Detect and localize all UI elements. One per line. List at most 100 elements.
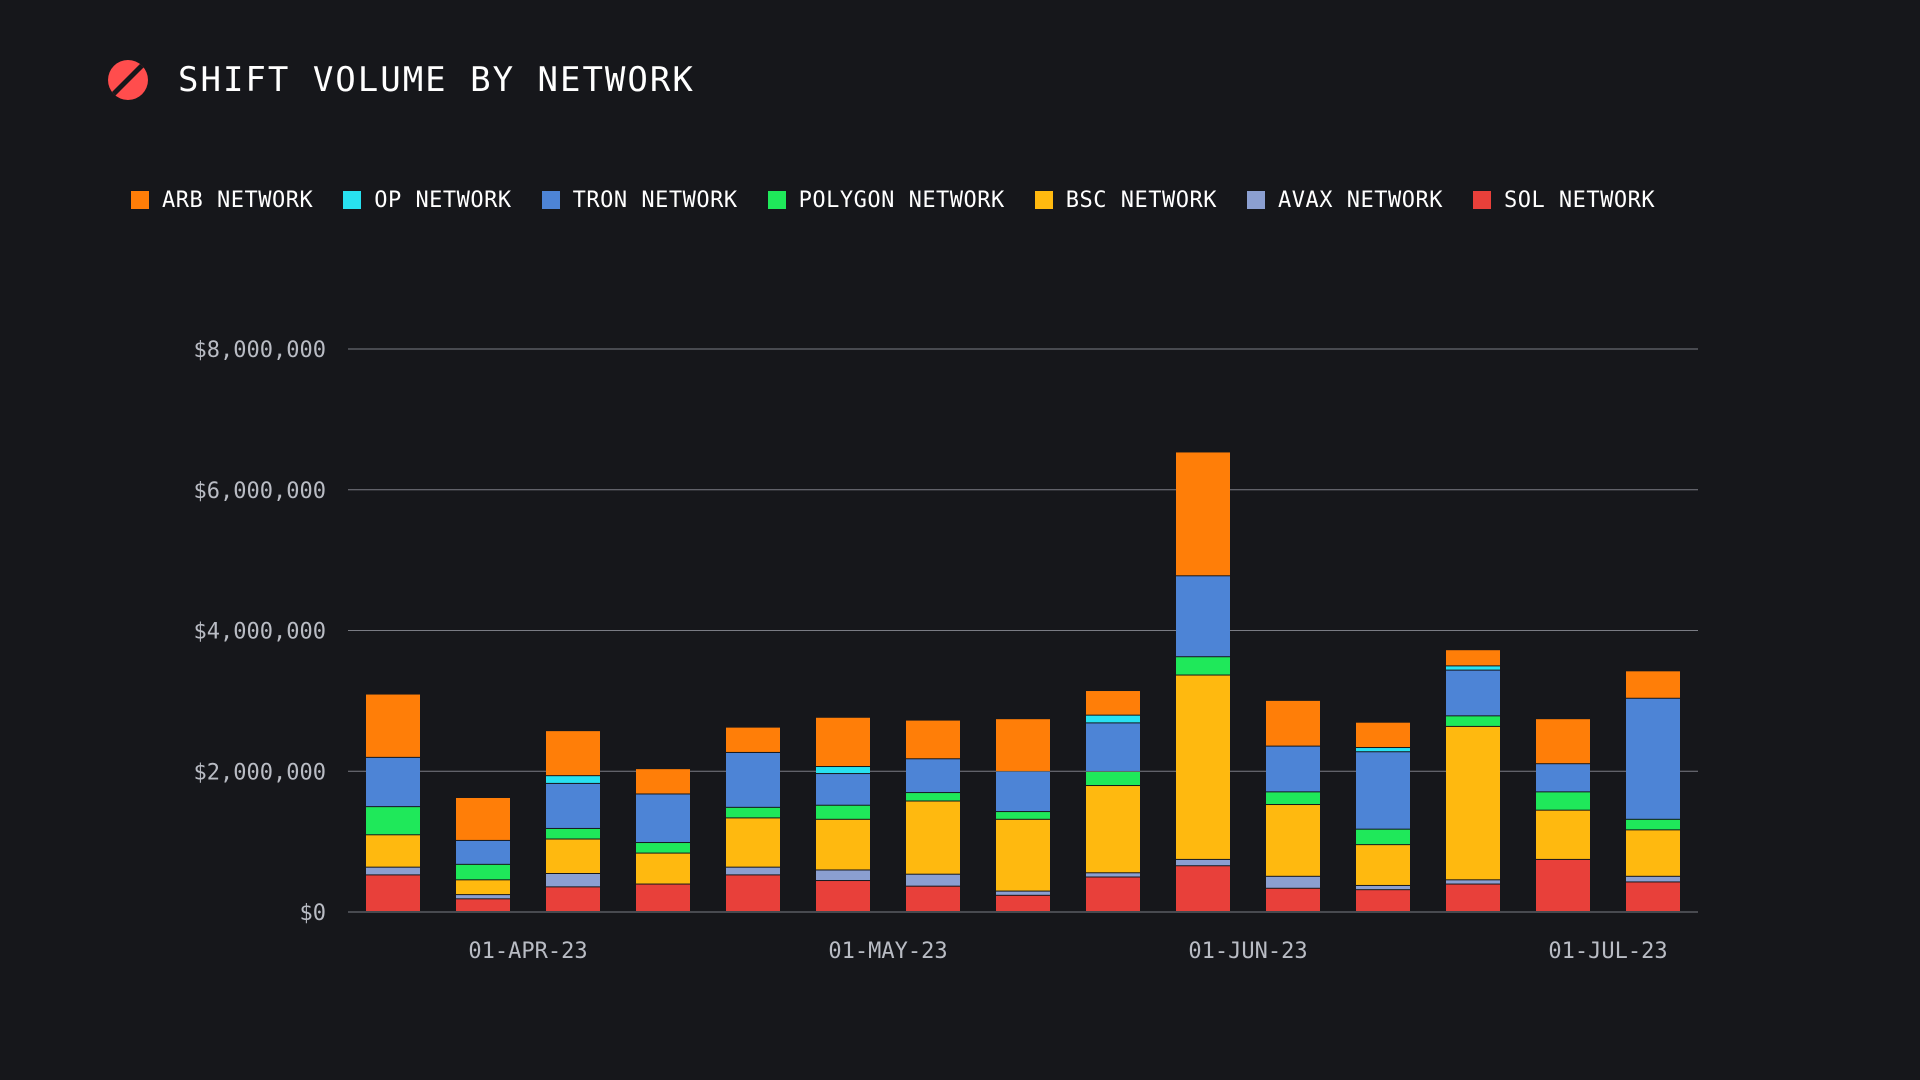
bar-segment[interactable] [726, 807, 780, 818]
bar-segment[interactable] [726, 867, 780, 875]
bar-segment[interactable] [1356, 829, 1410, 845]
bar-segment[interactable] [1536, 719, 1590, 764]
bar-segment[interactable] [456, 864, 510, 880]
bar-segment[interactable] [1086, 723, 1140, 771]
bar-segment[interactable] [1356, 890, 1410, 911]
bar-stack[interactable] [456, 797, 510, 911]
legend-item-sol[interactable]: SOL NETWORK [1472, 188, 1655, 213]
bar-segment[interactable] [366, 835, 420, 867]
bar-segment[interactable] [1086, 715, 1140, 723]
bar-stack[interactable] [906, 720, 960, 911]
bar-segment[interactable] [1266, 888, 1320, 911]
bar-stack[interactable] [546, 731, 600, 911]
bar-segment[interactable] [366, 875, 420, 911]
bar-segment[interactable] [1266, 700, 1320, 746]
bar-segment[interactable] [1626, 671, 1680, 698]
bar-segment[interactable] [996, 812, 1050, 819]
legend-item-polygon[interactable]: POLYGON NETWORK [767, 188, 1005, 213]
bar-segment[interactable] [456, 840, 510, 864]
bar-segment[interactable] [1626, 830, 1680, 876]
bar-segment[interactable] [996, 891, 1050, 895]
bar-stack[interactable] [1176, 452, 1230, 911]
bar-segment[interactable] [1446, 650, 1500, 666]
legend-item-tron[interactable]: TRON NETWORK [541, 188, 738, 213]
bar-segment[interactable] [816, 774, 870, 805]
bar-segment[interactable] [636, 769, 690, 794]
bar-stack[interactable] [1266, 700, 1320, 911]
bar-segment[interactable] [726, 727, 780, 752]
bar-segment[interactable] [1446, 670, 1500, 716]
bar-stack[interactable] [1446, 650, 1500, 911]
legend-item-avax[interactable]: AVAX NETWORK [1247, 188, 1443, 213]
bar-segment[interactable] [726, 875, 780, 911]
bar-segment[interactable] [906, 801, 960, 874]
bar-segment[interactable] [726, 752, 780, 807]
legend-item-bsc[interactable]: BSC NETWORK [1034, 188, 1217, 213]
bar-segment[interactable] [1176, 859, 1230, 866]
bar-segment[interactable] [366, 807, 420, 835]
bar-segment[interactable] [636, 884, 690, 911]
legend-item-op[interactable]: OP NETWORK [343, 188, 511, 213]
bar-segment[interactable] [1086, 877, 1140, 911]
bar-segment[interactable] [1356, 752, 1410, 829]
bar-segment[interactable] [366, 867, 420, 875]
bar-segment[interactable] [816, 805, 870, 819]
bar-segment[interactable] [366, 694, 420, 757]
bar-segment[interactable] [996, 819, 1050, 891]
bar-segment[interactable] [816, 870, 870, 881]
bar-segment[interactable] [456, 797, 510, 840]
bar-segment[interactable] [1266, 805, 1320, 876]
bar-segment[interactable] [1356, 748, 1410, 752]
bar-segment[interactable] [1446, 716, 1500, 726]
bar-segment[interactable] [1266, 876, 1320, 888]
bar-segment[interactable] [996, 719, 1050, 771]
bar-segment[interactable] [636, 843, 690, 853]
bar-segment[interactable] [816, 881, 870, 911]
bar-segment[interactable] [366, 757, 420, 807]
bar-segment[interactable] [1176, 452, 1230, 576]
bar-segment[interactable] [1176, 576, 1230, 657]
bar-segment[interactable] [1266, 746, 1320, 792]
bar-segment[interactable] [1536, 792, 1590, 810]
bar-segment[interactable] [816, 717, 870, 767]
bar-segment[interactable] [1086, 771, 1140, 786]
bar-segment[interactable] [1536, 764, 1590, 792]
bar-segment[interactable] [546, 839, 600, 873]
bar-segment[interactable] [546, 887, 600, 911]
bar-segment[interactable] [546, 873, 600, 887]
bar-segment[interactable] [546, 783, 600, 828]
bar-stack[interactable] [1356, 722, 1410, 911]
bar-segment[interactable] [1266, 792, 1320, 805]
bar-segment[interactable] [1086, 873, 1140, 877]
bar-segment[interactable] [1536, 859, 1590, 911]
bar-segment[interactable] [636, 794, 690, 843]
bar-segment[interactable] [906, 886, 960, 911]
bar-stack[interactable] [1086, 691, 1140, 911]
bar-segment[interactable] [1356, 885, 1410, 890]
bar-segment[interactable] [906, 720, 960, 759]
bar-segment[interactable] [546, 776, 600, 783]
bar-segment[interactable] [816, 767, 870, 774]
bar-segment[interactable] [906, 874, 960, 886]
bar-segment[interactable] [1626, 819, 1680, 830]
bar-segment[interactable] [906, 793, 960, 801]
legend-item-arb[interactable]: ARB NETWORK [131, 188, 313, 213]
bar-segment[interactable] [1626, 698, 1680, 819]
bar-segment[interactable] [1176, 657, 1230, 675]
bar-segment[interactable] [1086, 691, 1140, 715]
bar-segment[interactable] [636, 853, 690, 884]
bar-segment[interactable] [816, 819, 870, 870]
bar-segment[interactable] [1176, 866, 1230, 911]
bar-segment[interactable] [1446, 880, 1500, 884]
bar-segment[interactable] [456, 899, 510, 911]
bar-stack[interactable] [726, 727, 780, 911]
bar-segment[interactable] [546, 828, 600, 839]
bar-segment[interactable] [456, 895, 510, 899]
bar-segment[interactable] [1536, 810, 1590, 859]
bar-stack[interactable] [1536, 719, 1590, 911]
bar-segment[interactable] [1356, 845, 1410, 885]
bar-segment[interactable] [546, 731, 600, 776]
bar-segment[interactable] [906, 759, 960, 793]
bar-segment[interactable] [1626, 876, 1680, 882]
bar-stack[interactable] [366, 694, 420, 911]
